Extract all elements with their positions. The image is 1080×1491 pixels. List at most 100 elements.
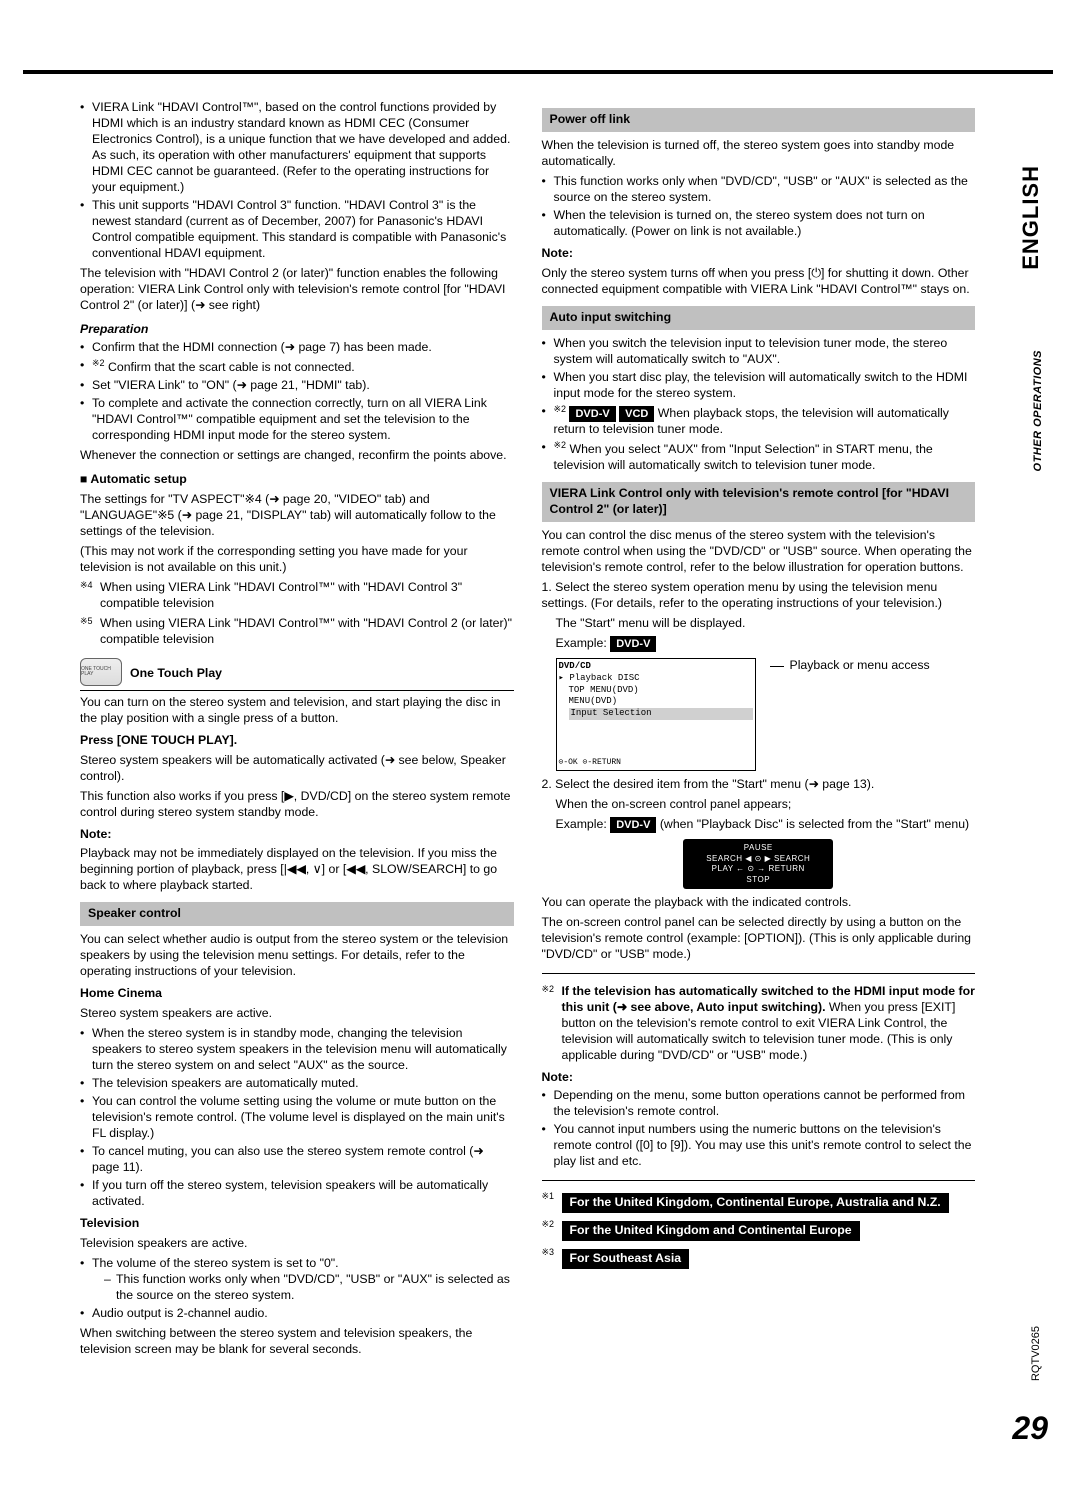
vl-para: You can control the disc menus of the st… [542, 528, 976, 576]
pol-list: This function works only when "DVD/CD", … [542, 174, 976, 240]
step-2b-post: (when "Playback Disc" is selected from t… [656, 817, 969, 831]
viera-link-heading: VIERA Link Control only with television'… [542, 482, 976, 522]
footnote-ref: ※4 [80, 580, 94, 592]
one-touch-row: ONE TOUCH PLAY One Touch Play [80, 658, 514, 686]
one-touch-title: One Touch Play [130, 666, 222, 682]
vcd-badge: VCD [619, 406, 654, 422]
after-para: The on-screen control panel can be selec… [542, 915, 976, 963]
start-menu-row: DVD/CD ▸ Playback DISC TOP MENU(DVD) MEN… [542, 658, 976, 771]
ais-item: ※2 When you select "AUX" from "Input Sel… [542, 440, 976, 474]
ais-item: When you start disc play, the television… [542, 370, 976, 402]
tv-subitem: This function works only when "DVD/CD", … [104, 1272, 514, 1304]
doc-code: RQTV0265 [1030, 1326, 1042, 1381]
footnote-ref: ※5 [80, 616, 94, 628]
tv-item: The volume of the stereo system is set t… [80, 1256, 514, 1304]
hc-item: When the stereo system is in standby mod… [80, 1026, 514, 1074]
spk-para: You can select whether audio is output f… [80, 932, 514, 980]
region-note: ※2For the United Kingdom and Continental… [542, 1219, 976, 1243]
intro-para: The television with "HDAVI Control 2 (or… [80, 266, 514, 314]
ctrl-mid: SEARCH ◀ ⊙ ▶ SEARCH [689, 854, 827, 864]
note-header: Note: [542, 246, 976, 262]
after-para: You can operate the playback with the in… [542, 895, 976, 911]
region-badge: For the United Kingdom and Continental E… [562, 1221, 860, 1241]
step-1: 1. Select the stereo system operation me… [542, 580, 976, 612]
hc-list: When the stereo system is in standby mod… [80, 1026, 514, 1210]
television-title: Television [80, 1216, 514, 1232]
preparation-title: Preparation [80, 322, 514, 338]
top-bar [23, 70, 1053, 74]
note-header: Note: [80, 827, 514, 843]
dvd-v-badge: DVD-V [569, 406, 615, 422]
note-header: Note: [542, 1070, 976, 1086]
prep-after: Whenever the connection or settings are … [80, 448, 514, 464]
divider [542, 973, 976, 974]
divider [80, 690, 514, 691]
page-content: VIERA Link "HDAVI Control™", based on th… [80, 100, 975, 1362]
hc-item: The television speakers are automaticall… [80, 1076, 514, 1092]
step-2: 2. Select the desired item from the "Sta… [542, 777, 976, 793]
example-text: Example: [556, 636, 607, 650]
region-note: ※3 For Southeast Asia [542, 1247, 976, 1271]
ctrl-bot: STOP [689, 875, 827, 885]
footnote-ref: ※2 [554, 404, 567, 414]
footnote: ※5 When using VIERA Link "HDAVI Control™"… [80, 616, 514, 648]
footnote-text: When using VIERA Link "HDAVI Control™" w… [100, 616, 514, 648]
tv-item: Audio output is 2-channel audio. [80, 1306, 514, 1322]
home-cinema-title: Home Cinema [80, 986, 514, 1002]
intro-item: This unit supports "HDAVI Control 3" fun… [80, 198, 514, 262]
prep-text: Confirm that the scart cable is not conn… [108, 360, 355, 374]
dvd-v-badge: DVD-V [610, 636, 656, 652]
step-1b: The "Start" menu will be displayed. [542, 616, 976, 632]
note-item: Depending on the menu, some button opera… [542, 1088, 976, 1120]
auto-input-heading: Auto input switching [542, 306, 976, 330]
side-section: OTHER OPERATIONS [1032, 350, 1044, 471]
footnote-ref: ※2 [92, 358, 105, 368]
intro-list: VIERA Link "HDAVI Control™", based on th… [80, 100, 514, 262]
step-2b: Example: DVD-V (when "Playback Disc" is … [542, 817, 976, 833]
page-number: 29 [1012, 1410, 1048, 1447]
start-menu: DVD/CD ▸ Playback DISC TOP MENU(DVD) MEN… [556, 658, 756, 771]
speaker-control-heading: Speaker control [80, 902, 514, 926]
region-badge: For the United Kingdom, Continental Euro… [562, 1193, 949, 1213]
otp-note: Playback may not be immediately displaye… [80, 846, 514, 894]
hc-item: You can control the volume setting using… [80, 1094, 514, 1142]
example-text: Example: [556, 817, 611, 831]
ais-item: ※2 DVD-V VCD When playback stops, the te… [542, 404, 976, 438]
menu-side: Playback or menu access [770, 658, 930, 674]
otp-para: This function also works if you press [▶… [80, 789, 514, 821]
footnote-ref: ※2 [542, 984, 556, 996]
tv-sublist: This function works only when "DVD/CD", … [92, 1272, 514, 1304]
hc-item: To cancel muting, you can also use the s… [80, 1144, 514, 1176]
pol-item: When the television is turned on, the st… [542, 208, 976, 240]
footnote-ref: ※1 [542, 1191, 556, 1203]
divider [542, 1180, 976, 1181]
prep-item: To complete and activate the connection … [80, 396, 514, 444]
auto-para: The settings for "TV ASPECT"※4 (➜ page 2… [80, 492, 514, 540]
power-off-link-heading: Power off link [542, 108, 976, 132]
region-badge: For Southeast Asia [562, 1249, 690, 1269]
pol-note: Only the stereo system turns off when yo… [542, 266, 976, 298]
prep-item: Confirm that the HDMI connection (➜ page… [80, 340, 514, 356]
footnote-ref: ※2 [554, 440, 567, 450]
footnote-text: When using VIERA Link "HDAVI Control™" w… [100, 580, 514, 612]
menu-item-selected: Input Selection [569, 708, 753, 720]
otp-para: You can turn on the stereo system and te… [80, 695, 514, 727]
hc-para: Stereo system speakers are active. [80, 1006, 514, 1022]
menu-side-text: Playback or menu access [790, 658, 930, 674]
left-column: VIERA Link "HDAVI Control™", based on th… [80, 100, 514, 1362]
step-2a: When the on-screen control panel appears… [542, 797, 976, 813]
dvd-v-badge: DVD-V [610, 817, 656, 833]
footnote-body: If the television has automatically swit… [562, 984, 976, 1064]
footnote-ref: ※3 [542, 1247, 556, 1259]
region-note: ※1 For the United Kingdom, Continental Eu… [542, 1191, 976, 1215]
pol-item: This function works only when "DVD/CD", … [542, 174, 976, 206]
prep-item: ※2 Confirm that the scart cable is not c… [80, 358, 514, 376]
otp-para: Stereo system speakers will be automatic… [80, 753, 514, 785]
example-label: Example: DVD-V [542, 636, 976, 652]
menu-item: ▸ Playback DISC [559, 673, 753, 685]
ais-text: When you select "AUX" from "Input Select… [554, 442, 933, 472]
side-lang: ENGLISH [1018, 165, 1044, 270]
pol-para: When the television is turned off, the s… [542, 138, 976, 170]
footnote: ※2 If the television has automatically s… [542, 984, 976, 1064]
menu-footer: ⊙-OK ⊙-RETURN [559, 758, 753, 768]
